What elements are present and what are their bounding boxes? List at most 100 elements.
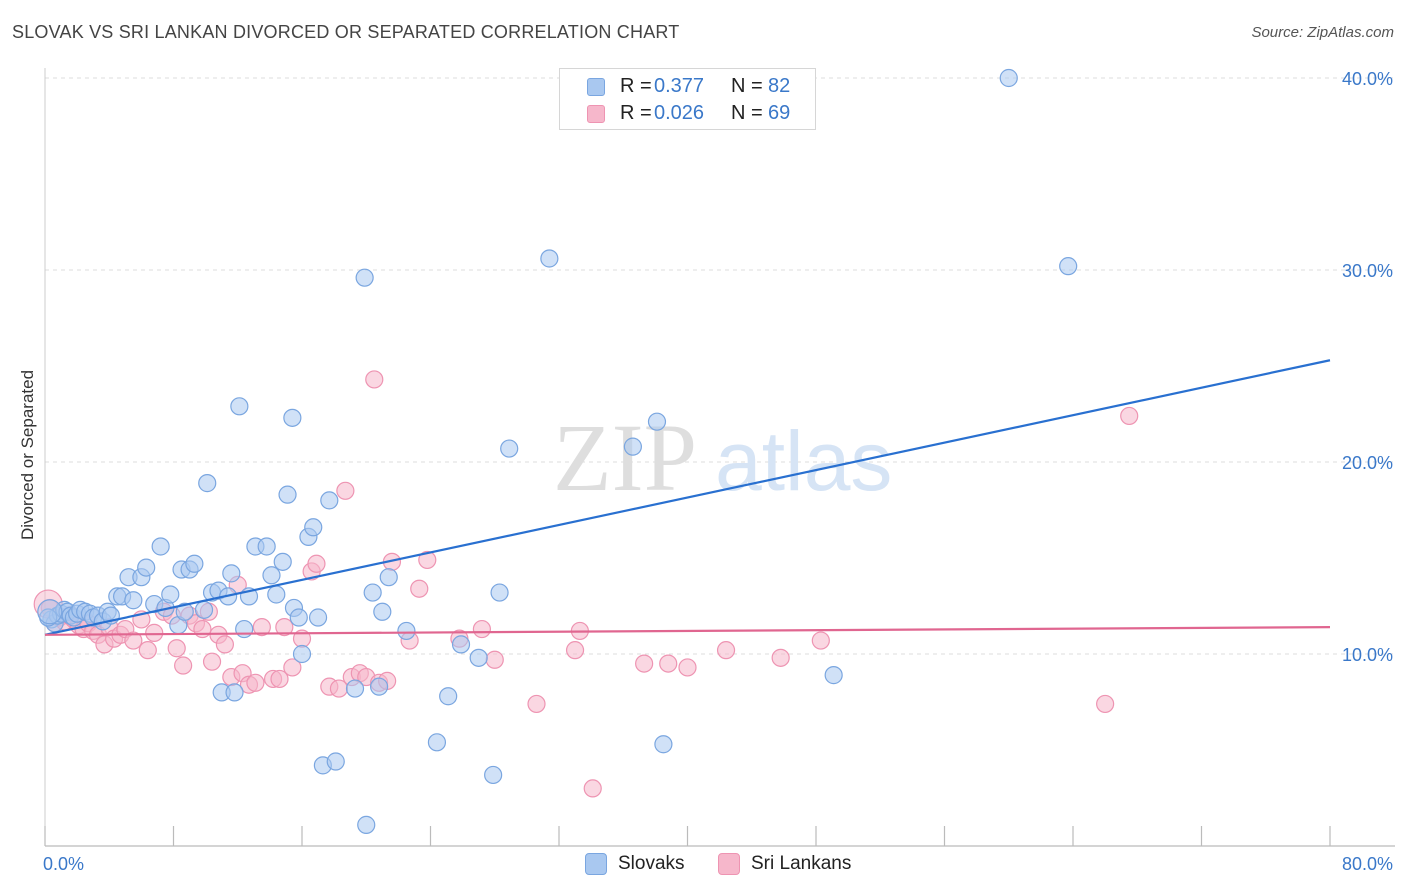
bottom-legend-label-sri-lankans: Sri Lankans (751, 853, 852, 874)
slovaks-point (289, 608, 308, 627)
slovaks-point (647, 412, 667, 431)
slovaks-point (304, 518, 323, 537)
slovaks-point (257, 537, 276, 556)
slovaks-point (500, 439, 519, 458)
sri-lankans-point (215, 635, 234, 654)
sri-lankans-point (138, 641, 157, 660)
sri-lankans-point (678, 658, 697, 677)
slovaks-point (267, 585, 286, 604)
sri-lankans-point (307, 554, 326, 573)
slovaks-point (230, 397, 249, 416)
slovaks-point (262, 566, 281, 585)
slovaks-point (469, 648, 488, 667)
y-tick-label: 40.0% (1342, 69, 1393, 89)
legend-r-value: 0.026 (654, 102, 705, 124)
slovaks-point (194, 600, 214, 619)
slovaks-point (37, 599, 63, 625)
sri-lankans-point (1120, 406, 1139, 426)
slovaks-point (273, 552, 292, 571)
sri-lankans-point (202, 652, 222, 671)
watermark: ZIP atlas (553, 404, 892, 511)
y-tick-label: 10.0% (1342, 645, 1393, 665)
y-tick-label: 20.0% (1342, 453, 1393, 473)
x-tick-label: 80.0% (1342, 854, 1393, 874)
slovaks-point (355, 268, 374, 287)
legend-swatch-slovaks (587, 78, 605, 96)
slovaks-point (1059, 257, 1078, 276)
sri-lankans-point (124, 631, 143, 650)
slovaks-point (161, 585, 180, 604)
axes (44, 68, 1395, 847)
bottom-legend-swatch-slovaks (585, 853, 607, 875)
sri-lankans-point (252, 618, 271, 637)
slovaks-point (540, 249, 559, 268)
sri-lankans-point (472, 619, 491, 639)
sri-lankans-point (565, 641, 585, 660)
legend-r-label: R = (620, 102, 652, 124)
slovaks-point (185, 554, 204, 573)
legend-r-label: R = (620, 75, 652, 97)
trend-lines (44, 359, 1331, 636)
chart-title: SLOVAK VS SRI LANKAN DIVORCED OR SEPARAT… (12, 22, 680, 42)
slovaks-point (175, 602, 194, 621)
legend-row-sri-lankans: R = 0.026 N = 69 (560, 101, 817, 127)
sri-lankans-point (275, 618, 294, 637)
sri-lankans-point (410, 579, 429, 598)
tick-labels: 10.0% 20.0% 30.0% 40.0% 0.0% 80.0% (43, 69, 1393, 874)
slovaks-point (320, 491, 339, 510)
watermark-atlas: atlas (715, 414, 892, 508)
sri-lankans-point (527, 694, 546, 714)
sri-lankans-point (418, 550, 437, 570)
slovaks-point (357, 815, 376, 834)
legend-n-value: 69 (768, 102, 791, 124)
sri-lankans-point (174, 656, 193, 675)
slovaks-point (151, 537, 170, 556)
slovaks-point (427, 733, 447, 752)
legend-n-label: N = (731, 102, 763, 124)
slovaks-point (490, 583, 509, 602)
slovaks-trend-line (44, 359, 1331, 636)
legend-n-value: 82 (768, 75, 791, 97)
sri-lankans-point (1096, 694, 1115, 714)
sri-lankans-point (145, 623, 164, 642)
slovaks-point (824, 666, 843, 685)
slovaks-point (379, 568, 398, 587)
slovaks-point (370, 677, 389, 696)
sri-lankans-point (336, 481, 355, 500)
bottom-legend-swatch-sri-lankans (718, 853, 740, 875)
x-tick-label: 0.0% (43, 854, 84, 874)
slovaks-point (373, 602, 392, 621)
slovaks-point (235, 619, 254, 639)
chart-source: Source: ZipAtlas.com (1251, 24, 1394, 41)
slovaks-point (198, 474, 217, 493)
slovaks-point (439, 687, 458, 706)
slovaks-point (283, 408, 302, 427)
slovaks-point (623, 437, 642, 456)
slovaks-point (137, 558, 156, 577)
slovaks-point (326, 752, 345, 771)
slovaks-point (451, 635, 471, 654)
bottom-legend-slovaks: Slovaks (585, 852, 705, 878)
slovaks-point (278, 485, 297, 504)
slovaks-point (484, 765, 503, 785)
y-tick-label: 30.0% (1342, 261, 1393, 281)
slovaks-point (222, 564, 241, 583)
slovaks-point (345, 679, 365, 698)
slovaks-point (999, 68, 1018, 88)
sri-lankans-point (485, 650, 504, 669)
sri-lankans-point (167, 639, 186, 658)
slovaks-point (397, 621, 416, 641)
sri-lankans-point (583, 779, 602, 798)
slovaks-point (654, 735, 673, 754)
legend-swatch-sri-lankans (587, 105, 605, 123)
grid-lines (45, 77, 1395, 655)
slovaks-point (292, 644, 312, 664)
legend-row-slovaks: R = 0.377 N = 82 (560, 74, 817, 100)
slovaks-point (124, 591, 143, 610)
slovaks-point (225, 683, 244, 702)
bottom-legend-sri-lankans: Sri Lankans (718, 852, 868, 878)
sri-lankans-point (771, 648, 790, 667)
sri-lankans-point (246, 673, 265, 692)
bottom-legend-label-slovaks: Slovaks (618, 853, 685, 874)
